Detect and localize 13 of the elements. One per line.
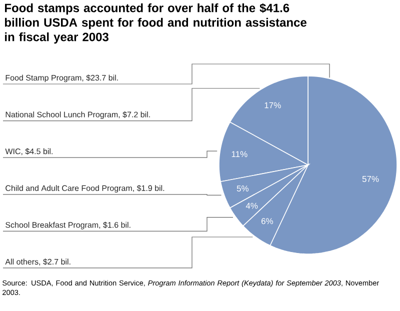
data-label: 17% — [264, 102, 281, 108]
slice-label: WIC, $4.5 bil. — [5, 148, 52, 156]
chart-title: Food stamps accounted for over half of the $41.6 billion USDA spent for food and nutrition assistance in fiscal year 2003 — [4, 3, 306, 44]
slice-label: Child and Adult Care Food Program, $1.9 bil. — [6, 184, 164, 193]
slice-label: Food Stamp Program, $23.7 bil. — [6, 74, 118, 82]
data-label: 57% — [362, 176, 379, 182]
slice-label: School Breakfast Program, $1.6 bil. — [6, 222, 130, 230]
data-label: 5% — [236, 186, 249, 192]
data-label: 4% — [246, 202, 258, 209]
data-label: 6% — [261, 218, 274, 224]
slice-label: National School Lunch Program, $7.2 bil. — [6, 111, 150, 119]
slice-label: All others, $2.7 bil. — [5, 258, 70, 266]
data-label: 11% — [232, 151, 248, 158]
